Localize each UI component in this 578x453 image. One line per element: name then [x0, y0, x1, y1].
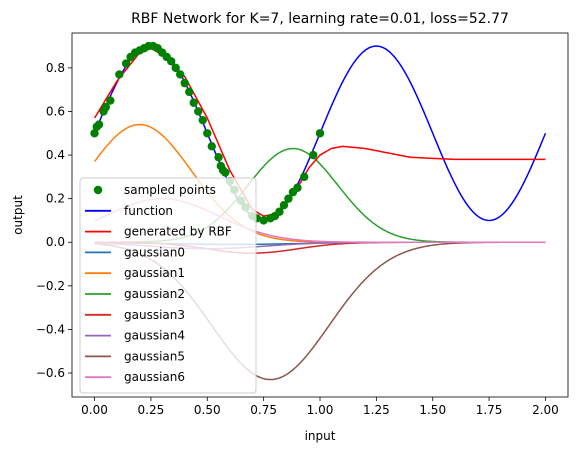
sampled-point	[194, 107, 203, 116]
legend-label: gaussian3	[124, 308, 185, 322]
legend: sampled points function generated by RBF ga…	[79, 177, 257, 394]
sampled-point	[115, 70, 124, 79]
y-tick-label: 0.2	[46, 192, 65, 206]
sampled-point	[207, 142, 216, 151]
legend-label: gaussian4	[124, 329, 185, 343]
chart-title: RBF Network for K=7, learning rate=0.01,…	[131, 11, 509, 27]
legend-label: gaussian5	[124, 349, 185, 363]
sampled-point	[198, 115, 207, 125]
x-tick-label: 1.75	[476, 403, 503, 417]
sampled-point	[189, 98, 198, 107]
y-tick-label: 0.4	[46, 148, 65, 162]
sampled-point	[309, 150, 318, 160]
sampled-point	[101, 102, 111, 112]
legend-marker	[93, 185, 103, 195]
sampled-point	[315, 129, 325, 138]
y-tick-label: −0.2	[36, 279, 65, 293]
sampled-point	[185, 87, 194, 97]
sampled-point	[176, 70, 185, 79]
legend-label: generated by RBF	[124, 225, 232, 239]
sampled-point	[180, 78, 189, 88]
sampled-point	[259, 216, 268, 225]
x-tick-label: 0.25	[138, 403, 165, 417]
y-tick-label: 0.8	[46, 61, 65, 75]
legend-label: gaussian0	[124, 245, 185, 259]
x-tick-label: 1.25	[363, 403, 390, 417]
sampled-point	[214, 153, 223, 162]
y-tick-label: 0.0	[46, 235, 65, 249]
x-tick-label: 2.00	[532, 403, 559, 417]
legend-box	[79, 177, 257, 394]
legend-label: gaussian6	[124, 370, 185, 384]
x-tick-label: 1.50	[419, 403, 446, 417]
sampled-point	[300, 172, 309, 182]
sampled-point	[293, 183, 302, 192]
legend-label: sampled points	[124, 183, 216, 197]
x-tick-label: 0.00	[81, 403, 108, 417]
y-axis-label: output	[11, 195, 25, 235]
sampled-point	[90, 129, 99, 138]
y-tick-label: −0.6	[36, 366, 65, 380]
sampled-point	[106, 96, 115, 105]
y-tick-label: 0.6	[46, 104, 65, 118]
legend-label: function	[124, 204, 173, 218]
sampled-point	[171, 63, 180, 73]
sampled-point	[275, 207, 284, 216]
sampled-point	[221, 168, 230, 177]
legend-label: gaussian2	[124, 287, 185, 301]
sampled-point	[94, 120, 104, 129]
sampled-point	[284, 194, 293, 203]
x-tick-label: 0.50	[194, 403, 221, 417]
x-tick-label: 1.00	[307, 403, 334, 417]
legend-label: gaussian1	[124, 266, 185, 280]
sampled-point	[121, 59, 131, 68]
sampled-point	[167, 57, 176, 66]
x-tick-label: 0.75	[250, 403, 277, 417]
x-axis-label: input	[305, 429, 336, 443]
sampled-point	[279, 200, 289, 210]
sampled-point	[203, 129, 212, 138]
y-tick-label: −0.4	[36, 322, 65, 336]
